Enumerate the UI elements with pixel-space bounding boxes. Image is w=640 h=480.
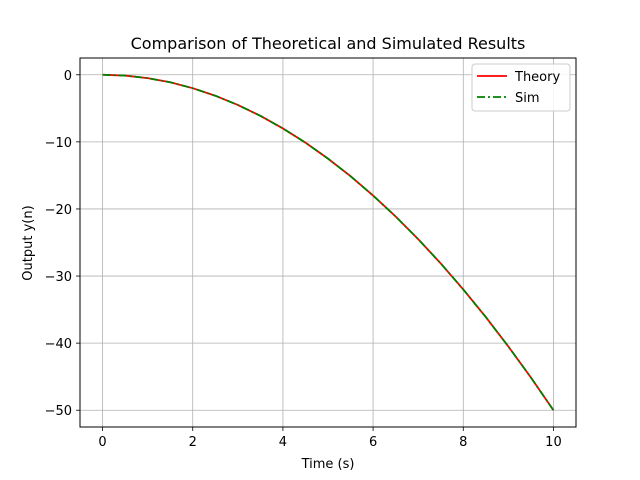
x-tick-label: 8 (459, 435, 467, 450)
x-axis-label: Time (s) (301, 457, 355, 472)
legend: Theory Sim (471, 63, 571, 112)
y-tick-label: −10 (45, 136, 72, 151)
series-line-sim (102, 73, 555, 411)
x-axis: 0 2 4 6 8 10 (98, 427, 562, 450)
x-tick-label: 10 (545, 435, 562, 450)
x-tick-label: 2 (189, 435, 197, 450)
y-tick-label: −30 (45, 270, 72, 285)
x-tick-label: 0 (98, 435, 106, 450)
legend-label-theory: Theory (514, 70, 560, 85)
series-layer (102, 73, 555, 411)
x-tick-label: 4 (279, 435, 287, 450)
plot-frame (79, 57, 577, 428)
y-tick-label: 0 (64, 69, 72, 84)
chart-title: Comparison of Theoretical and Simulated … (131, 34, 526, 53)
legend-label-sim: Sim (515, 91, 540, 106)
y-tick-label: −20 (45, 203, 72, 218)
y-axis-label: Output y(n) (21, 205, 36, 280)
y-tick-label: −40 (45, 337, 72, 352)
y-tick-label: −50 (45, 404, 72, 419)
grid-lines (80, 58, 576, 427)
y-axis: 0 −10 −20 −30 −40 −50 (45, 69, 80, 419)
x-tick-label: 6 (369, 435, 377, 450)
